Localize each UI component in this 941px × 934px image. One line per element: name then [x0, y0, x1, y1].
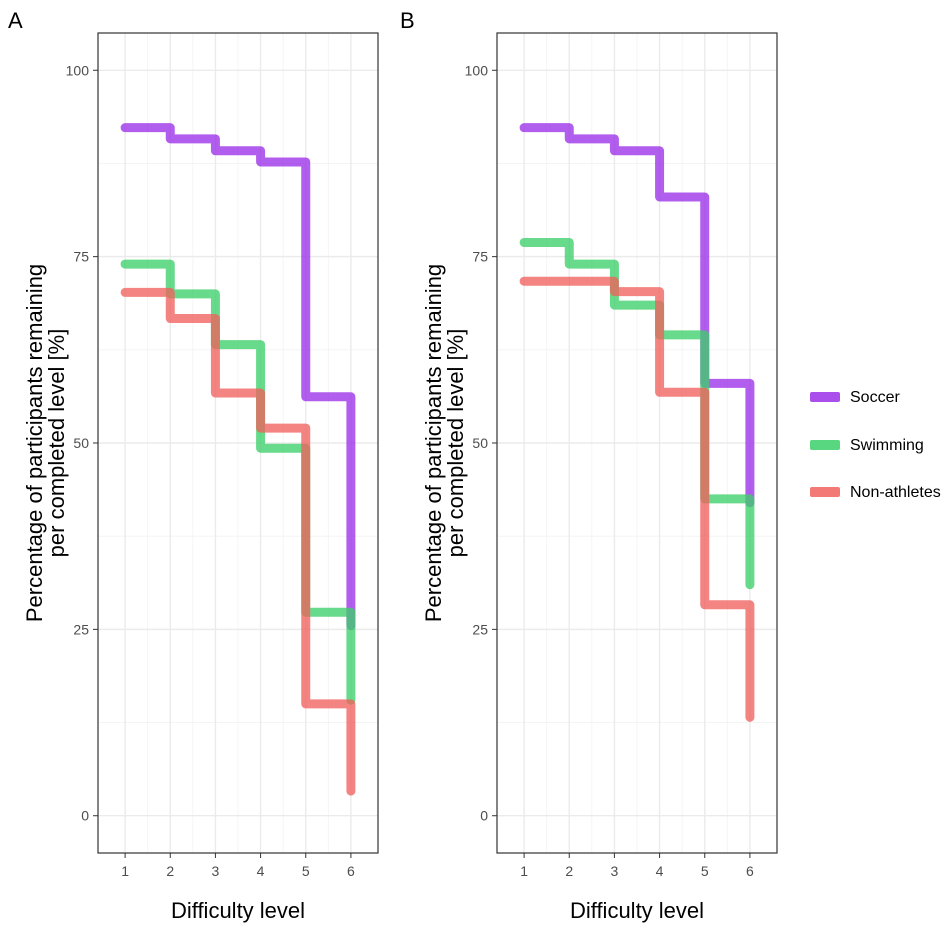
y-tick-label: 0 — [81, 808, 89, 824]
y-tick-label: 0 — [480, 808, 488, 824]
series-line-swimming — [120, 259, 356, 705]
legend-item-swimming: Swimming — [810, 437, 924, 454]
y-tick-label: 25 — [472, 621, 488, 637]
panel-a: A 0 25 50 75 100 1 2 3 4 5 6 Difficulty level Per… — [8, 8, 379, 923]
series-layer — [519, 123, 755, 722]
y-tick-label: 25 — [73, 621, 89, 637]
y-axis-ticks: 0 25 50 75 100 — [66, 62, 98, 824]
y-axis-title-line-1: Percentage of participants remaining — [22, 264, 47, 622]
x-axis-ticks: 1 2 3 4 5 6 — [520, 853, 754, 879]
y-axis-ticks: 0 25 50 75 100 — [465, 62, 497, 824]
panel-label-a: A — [8, 8, 23, 33]
y-tick-label: 100 — [465, 62, 489, 78]
series-line-soccer — [519, 123, 755, 508]
x-tick-label: 2 — [565, 863, 573, 879]
series-line-soccer — [120, 123, 356, 631]
x-axis-title: Difficulty level — [570, 898, 704, 923]
legend-label-soccer: Soccer — [850, 389, 900, 406]
legend: Soccer Swimming Non-athletes — [810, 389, 941, 501]
x-tick-label: 5 — [302, 863, 310, 879]
y-tick-label: 100 — [66, 62, 90, 78]
legend-label-non-athletes: Non-athletes — [850, 484, 941, 501]
panel-b: B 0 25 50 75 100 1 2 3 4 5 6 Difficulty level Per… — [400, 8, 778, 923]
x-tick-label: 4 — [257, 863, 265, 879]
legend-label-swimming: Swimming — [850, 437, 924, 454]
x-tick-label: 1 — [121, 863, 129, 879]
x-tick-label: 3 — [611, 863, 619, 879]
x-tick-label: 1 — [520, 863, 528, 879]
x-tick-label: 5 — [701, 863, 709, 879]
x-axis-title: Difficulty level — [171, 898, 305, 923]
y-tick-label: 50 — [73, 435, 89, 451]
series-line-non-athletes — [120, 287, 356, 796]
legend-item-non-athletes: Non-athletes — [810, 484, 941, 501]
y-axis-title-line-2: per completed level [%] — [443, 329, 468, 558]
y-tick-label: 75 — [472, 249, 488, 265]
series-layer — [120, 123, 356, 796]
x-tick-label: 3 — [212, 863, 220, 879]
x-tick-label: 4 — [656, 863, 664, 879]
series-line-non-athletes — [519, 276, 755, 722]
x-tick-label: 6 — [746, 863, 754, 879]
x-axis-ticks: 1 2 3 4 5 6 — [121, 853, 355, 879]
legend-item-soccer: Soccer — [810, 389, 900, 406]
legend-key-soccer — [810, 392, 840, 402]
x-tick-label: 2 — [166, 863, 174, 879]
y-axis-title-line-2: per completed level [%] — [44, 329, 69, 558]
y-tick-label: 50 — [472, 435, 488, 451]
panel-label-b: B — [400, 8, 415, 33]
y-tick-label: 75 — [73, 249, 89, 265]
y-axis-title-line-1: Percentage of participants remaining — [421, 264, 446, 622]
legend-key-non-athletes — [810, 487, 840, 497]
legend-key-swimming — [810, 440, 840, 450]
x-tick-label: 6 — [347, 863, 355, 879]
